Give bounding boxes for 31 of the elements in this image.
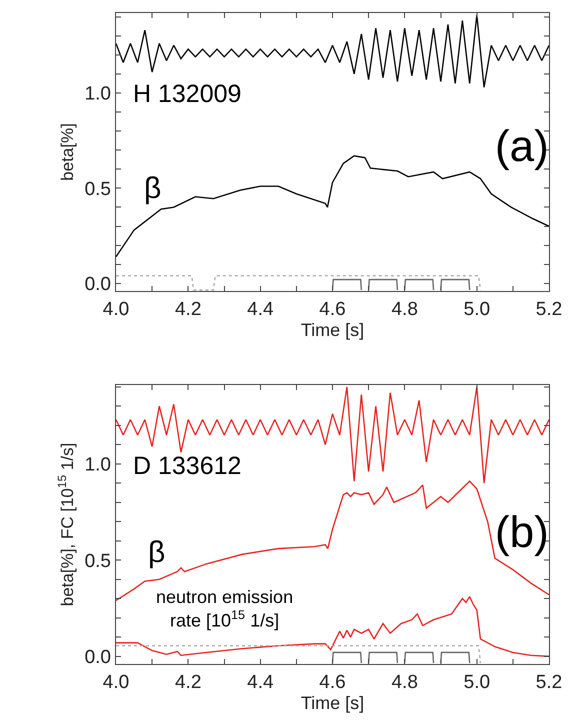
y-tick-label: 0.5 bbox=[84, 178, 111, 200]
x-tick-label: 4.2 bbox=[174, 672, 202, 693]
annotation: β bbox=[144, 172, 162, 205]
y-tick-label: 0.0 bbox=[84, 274, 111, 296]
y-tick-label: 1.0 bbox=[84, 454, 111, 476]
x-tick-label: 4.0 bbox=[102, 672, 130, 693]
annotation: neutron emission rate [10$^{15}$ 1/s] bbox=[156, 587, 294, 630]
annotation: β bbox=[148, 536, 166, 569]
x-tick-label: 4.0 bbox=[102, 299, 130, 320]
y-axis-title: beta[%] bbox=[58, 123, 78, 181]
x-tick-label: 4.6 bbox=[319, 299, 346, 320]
annotation: (b) bbox=[495, 508, 549, 557]
x-tick-label: 5.0 bbox=[464, 299, 490, 320]
x-tick-label: 4.2 bbox=[174, 299, 202, 320]
line-series bbox=[116, 480, 549, 602]
x-tick-label: 5.0 bbox=[464, 672, 490, 693]
annotation: H 132009 bbox=[133, 80, 242, 108]
x-tick-label: 4.4 bbox=[247, 672, 274, 693]
x-tick-label: 5.2 bbox=[536, 672, 562, 693]
x-tick-label: 4.6 bbox=[319, 672, 346, 693]
y-tick-label: 0.0 bbox=[84, 646, 111, 668]
x-tick-label: 4.4 bbox=[247, 299, 274, 320]
annotation: (a) bbox=[495, 122, 549, 171]
annotation: D 133612 bbox=[133, 452, 242, 480]
y-tick-label: 1.0 bbox=[84, 84, 111, 105]
x-tick-label: 5.2 bbox=[536, 299, 562, 320]
x-tick-label: 4.8 bbox=[391, 672, 418, 693]
y-tick-label: 0.5 bbox=[84, 550, 111, 572]
x-tick-label: 4.8 bbox=[391, 299, 418, 320]
x-axis-title: Time [s] bbox=[300, 320, 364, 340]
x-axis-title: Time [s] bbox=[300, 693, 364, 713]
